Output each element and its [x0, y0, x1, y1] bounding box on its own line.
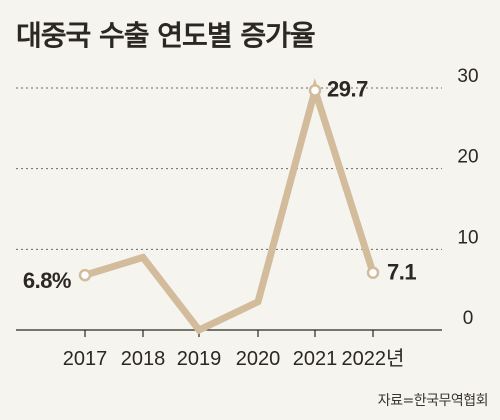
x-tick-label-2019: 2019	[177, 348, 222, 370]
series-line	[83, 78, 377, 335]
x-tick-label-2017: 2017	[63, 348, 108, 370]
data-point-2017	[78, 268, 92, 282]
x-tick-label-2018: 2018	[121, 348, 166, 370]
data-label-2021: 29.7	[327, 76, 368, 101]
y-tick-label-20: 20	[457, 147, 478, 168]
data-label-2017: 6.8%	[23, 268, 71, 293]
y-tick-label-10: 10	[457, 227, 478, 248]
source-credit: 자료=한국무역협회	[377, 393, 489, 409]
data-point-2021	[308, 84, 322, 97]
chart-title: 대중국 수출 연도별 증가율	[16, 19, 316, 52]
data-point-2022년	[366, 266, 380, 279]
data-label-2022년: 7.1	[387, 260, 416, 285]
x-tick-label-2022년: 2022년	[342, 347, 405, 370]
y-tick-label-0: 0	[463, 308, 474, 329]
x-tick-label-2021: 2021	[293, 348, 338, 370]
y-tick-label-30: 30	[457, 66, 478, 87]
x-tick-label-2020: 2020	[236, 348, 281, 370]
